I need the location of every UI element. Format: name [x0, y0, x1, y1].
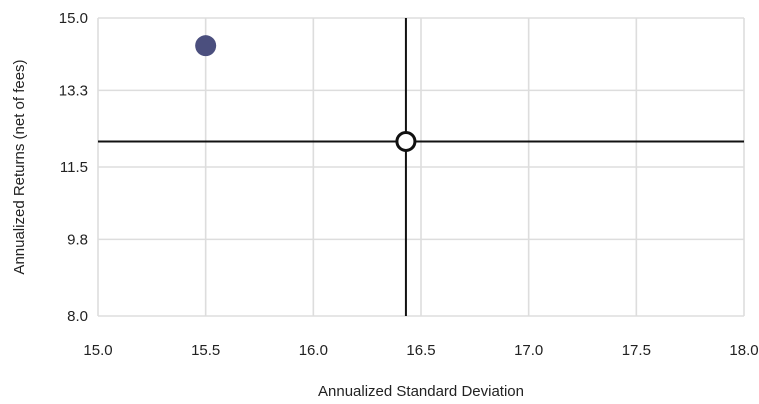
x-tick-label: 15.0 [83, 342, 112, 359]
y-axis-title: Annualized Returns (net of fees) [11, 59, 28, 274]
data-point [195, 35, 217, 57]
data-points [195, 35, 417, 152]
x-axis-title: Annualized Standard Deviation [318, 383, 524, 400]
x-tick-label: 17.5 [622, 342, 651, 359]
x-tick-label: 16.5 [406, 342, 435, 359]
reference-lines [98, 18, 744, 316]
y-tick-label: 15.0 [59, 10, 88, 27]
y-tick-label: 8.0 [67, 308, 88, 325]
grid [97, 17, 745, 317]
y-tick-label: 9.8 [67, 231, 88, 248]
x-tick-label: 18.0 [729, 342, 758, 359]
x-tick-label: 16.0 [299, 342, 328, 359]
y-tick-label: 11.5 [60, 159, 88, 176]
x-tick-labels: 15.0 15.5 16.0 16.5 17.0 17.5 18.0 [83, 342, 758, 359]
y-tick-labels: 8.0 9.8 11.5 13.3 15.0 [59, 10, 88, 325]
reference-marker [395, 130, 417, 152]
x-tick-label: 17.0 [514, 342, 543, 359]
x-tick-label: 15.5 [191, 342, 220, 359]
y-tick-label: 13.3 [59, 82, 88, 99]
